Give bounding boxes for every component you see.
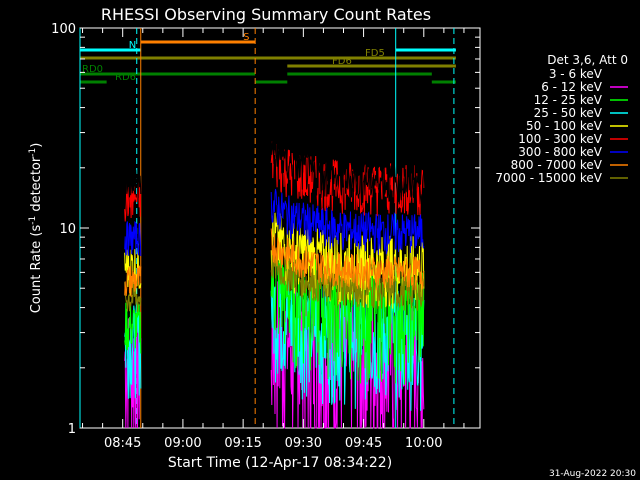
series-line-300-800-kev <box>124 220 142 257</box>
chart-title: RHESSI Observing Summary Count Rates <box>101 5 431 24</box>
legend-label-25-50-kev: 25 - 50 keV <box>534 106 603 120</box>
x-tick-label: 09:30 <box>285 436 322 451</box>
series-line-800-7000-kev <box>270 228 425 291</box>
series-line-7000-15000-kev <box>270 249 425 311</box>
legend-header: Det 3,6, Att 0 <box>547 53 628 67</box>
legend-label-800-7000-kev: 800 - 7000 keV <box>511 158 603 172</box>
series-line-3-6-kev <box>124 168 142 199</box>
legend-label-100-300-kev: 100 - 300 keV <box>518 132 602 146</box>
x-tick-label: 09:15 <box>224 436 261 451</box>
flag-label-rd6: RD6 <box>115 72 136 83</box>
series-line-7000-15000-kev <box>124 281 142 312</box>
instrument-flags: S N FD5 FD6 RD0 RD6 <box>80 32 456 84</box>
x-tick-label: 09:00 <box>164 436 201 451</box>
x-tick-label: 08:45 <box>104 436 141 451</box>
series-line-300-800-kev <box>270 188 425 255</box>
x-axis: 08:45 09:00 09:15 09:30 09:45 10:00 <box>82 28 465 451</box>
legend-label-3-6-kev: 3 - 6 keV <box>549 67 603 81</box>
flag-label-n: N <box>129 40 136 51</box>
plot-area: S N FD5 FD6 RD0 RD6 <box>79 27 481 429</box>
legend-label-6-12-kev: 6 - 12 keV <box>541 80 603 94</box>
y-axis-label-end: ) <box>29 143 44 148</box>
legend-label-7000-15000-kev: 7000 - 15000 keV <box>495 171 602 185</box>
legend-label-50-100-kev: 50 - 100 keV <box>526 119 603 133</box>
series-line-800-7000-kev <box>124 265 142 298</box>
y-axis-label-main: Count Rate (s <box>29 225 44 314</box>
flag-label-s: S <box>243 32 249 43</box>
data-series <box>124 138 425 429</box>
legend-label-300-800-kev: 300 - 800 keV <box>518 145 602 159</box>
y-axis-label-sup: -1 <box>28 216 38 225</box>
y-axis-label-sup2: -1 <box>28 148 38 157</box>
x-tick-label: 10:00 <box>405 436 442 451</box>
legend-label-12-25-kev: 12 - 25 keV <box>534 93 603 107</box>
y-tick-label: 1 <box>68 422 76 437</box>
series-line-3-6-kev <box>270 138 425 205</box>
x-axis-label: Start Time (12-Apr-17 08:34:22) <box>168 455 392 471</box>
y-axis-label-tail: detector <box>29 156 44 216</box>
flag-label-fd6: FD6 <box>332 56 352 67</box>
flag-label-rd0: RD0 <box>82 64 103 75</box>
y-axis-label: Count Rate (s-1 detector-1) <box>28 143 44 314</box>
y-tick-label: 10 <box>59 222 76 237</box>
y-tick-label: 100 <box>51 22 76 37</box>
footer-timestamp: 31-Aug-2022 20:30 <box>549 469 636 479</box>
y-axis: 1 10 100 <box>51 22 480 437</box>
x-tick-label: 09:45 <box>345 436 382 451</box>
flag-label-fd5: FD5 <box>365 48 385 59</box>
